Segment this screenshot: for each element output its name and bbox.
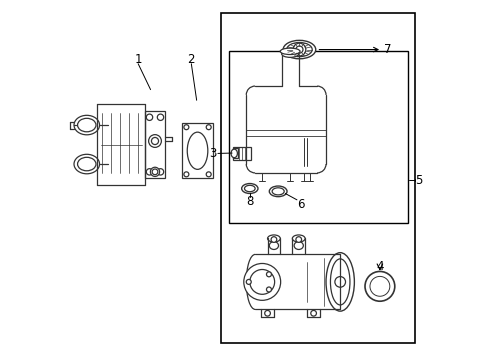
Ellipse shape	[74, 154, 100, 174]
Ellipse shape	[325, 253, 354, 311]
Ellipse shape	[74, 115, 100, 135]
Circle shape	[264, 310, 270, 316]
Ellipse shape	[269, 186, 286, 197]
Circle shape	[292, 43, 305, 56]
Bar	[232, 148, 238, 158]
Text: 5: 5	[415, 174, 422, 186]
Ellipse shape	[267, 235, 280, 242]
Circle shape	[295, 46, 303, 53]
Circle shape	[157, 114, 163, 121]
Text: 8: 8	[245, 195, 253, 208]
Ellipse shape	[241, 184, 258, 193]
Circle shape	[295, 237, 301, 242]
Circle shape	[270, 237, 276, 242]
Ellipse shape	[286, 42, 311, 57]
Circle shape	[183, 125, 188, 130]
Circle shape	[146, 114, 152, 121]
Circle shape	[206, 172, 211, 177]
Text: 3: 3	[209, 147, 216, 160]
Bar	[228, 51, 407, 222]
Text: 2: 2	[187, 53, 195, 66]
Ellipse shape	[78, 157, 96, 171]
Circle shape	[246, 279, 251, 284]
Bar	[145, 111, 164, 178]
Circle shape	[364, 271, 394, 301]
Circle shape	[146, 168, 152, 175]
Ellipse shape	[283, 40, 315, 59]
Circle shape	[266, 272, 271, 277]
Circle shape	[206, 125, 211, 130]
Ellipse shape	[334, 276, 345, 287]
Text: 6: 6	[297, 198, 305, 211]
Ellipse shape	[272, 188, 284, 195]
Circle shape	[150, 167, 159, 176]
Ellipse shape	[78, 118, 96, 132]
Text: 4: 4	[375, 260, 383, 273]
Circle shape	[266, 287, 271, 292]
Ellipse shape	[244, 185, 255, 192]
Circle shape	[249, 270, 274, 294]
Ellipse shape	[280, 48, 300, 54]
Bar	[221, 13, 414, 343]
Circle shape	[152, 169, 158, 175]
Circle shape	[151, 138, 158, 145]
Circle shape	[148, 135, 161, 147]
Circle shape	[244, 264, 280, 300]
Ellipse shape	[187, 132, 207, 169]
Ellipse shape	[269, 242, 278, 249]
Circle shape	[310, 310, 316, 316]
Ellipse shape	[281, 50, 298, 57]
Ellipse shape	[230, 149, 237, 158]
Bar	[232, 147, 250, 160]
Text: 1: 1	[134, 53, 142, 66]
Bar	[182, 123, 212, 178]
Ellipse shape	[292, 235, 305, 242]
Ellipse shape	[330, 259, 349, 305]
Ellipse shape	[293, 242, 303, 249]
Text: 7: 7	[384, 43, 391, 56]
Circle shape	[369, 276, 389, 296]
Circle shape	[157, 168, 163, 175]
Circle shape	[183, 172, 188, 177]
